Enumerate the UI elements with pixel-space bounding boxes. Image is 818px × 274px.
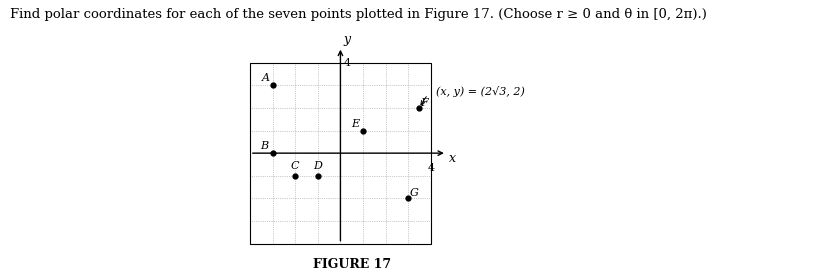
Text: E: E [351,119,359,129]
Text: y: y [344,33,351,46]
Text: x: x [449,152,456,165]
Text: B: B [261,141,268,151]
Text: FIGURE 17: FIGURE 17 [312,258,391,271]
Text: C: C [291,161,299,171]
Text: D: D [313,161,322,171]
Text: G: G [410,189,418,198]
Text: Find polar coordinates for each of the seven points plotted in Figure 17. (Choos: Find polar coordinates for each of the s… [10,8,707,21]
Text: (x, y) = (2√3, 2): (x, y) = (2√3, 2) [436,86,524,98]
Bar [250,63,431,244]
Text: F: F [420,98,429,108]
Text: A: A [262,73,270,84]
Text: 4: 4 [427,163,434,173]
Text: 4: 4 [344,58,351,68]
